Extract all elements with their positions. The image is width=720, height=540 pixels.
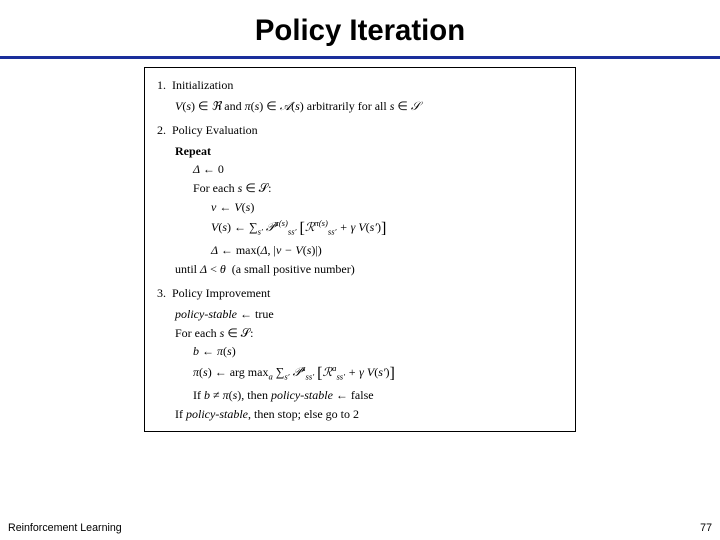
step-2-delta-update: Δ ← max(Δ, |v − V(s)|) [211, 241, 563, 260]
step-2-title: 2. Policy Evaluation [157, 121, 563, 140]
step-3-if-neq: If b ≠ π(s), then policy-stable ← false [193, 386, 563, 405]
step-3-foreach: For each s ∈ 𝒮: [175, 324, 563, 343]
step-2-v-assign: v ← V(s) [211, 198, 563, 217]
step-1-num: 1. [157, 78, 166, 92]
step-1-title: 1. Initialization [157, 76, 563, 95]
step-3-title: 3. Policy Improvement [157, 284, 563, 303]
title-rule [0, 56, 720, 59]
footer-right: 77 [700, 522, 712, 534]
step-2-delta-init: Δ ← 0 [193, 160, 563, 179]
step-1-body: V(s) ∈ ℜ and π(s) ∈ 𝒜(s) arbitrarily for… [175, 97, 563, 116]
step-3-pi-update: π(s) ← arg maxa ∑s′ 𝒫ass′ [ℛass′ + γ V(s… [193, 361, 563, 386]
step-2-vs-update: V(s) ← ∑s′ 𝒫π(s)ss′ [ℛπ(s)ss′ + γ V(s′)] [211, 216, 563, 241]
step-2-name: Policy Evaluation [172, 123, 258, 137]
algorithm-box: 1. Initialization V(s) ∈ ℜ and π(s) ∈ 𝒜(… [144, 67, 576, 432]
page-title: Policy Iteration [0, 0, 720, 54]
step-2-repeat: Repeat [175, 142, 563, 161]
step-1: 1. Initialization V(s) ∈ ℜ and π(s) ∈ 𝒜(… [157, 76, 563, 115]
step-2-num: 2. [157, 123, 166, 137]
step-3: 3. Policy Improvement policy-stable ← tr… [157, 284, 563, 423]
step-3-if-stable: If policy-stable, then stop; else go to … [175, 405, 563, 424]
step-3-ps-true: policy-stable ← true [175, 305, 563, 324]
step-2-until: until Δ < θ (a small positive number) [175, 260, 563, 279]
step-3-name: Policy Improvement [172, 286, 270, 300]
step-1-name: Initialization [172, 78, 233, 92]
footer-left: Reinforcement Learning [8, 522, 122, 534]
step-3-num: 3. [157, 286, 166, 300]
step-3-b-assign: b ← π(s) [193, 342, 563, 361]
slide: Policy Iteration 1. Initialization V(s) … [0, 0, 720, 540]
step-2: 2. Policy Evaluation Repeat Δ ← 0 For ea… [157, 121, 563, 278]
step-2-foreach: For each s ∈ 𝒮: [193, 179, 563, 198]
